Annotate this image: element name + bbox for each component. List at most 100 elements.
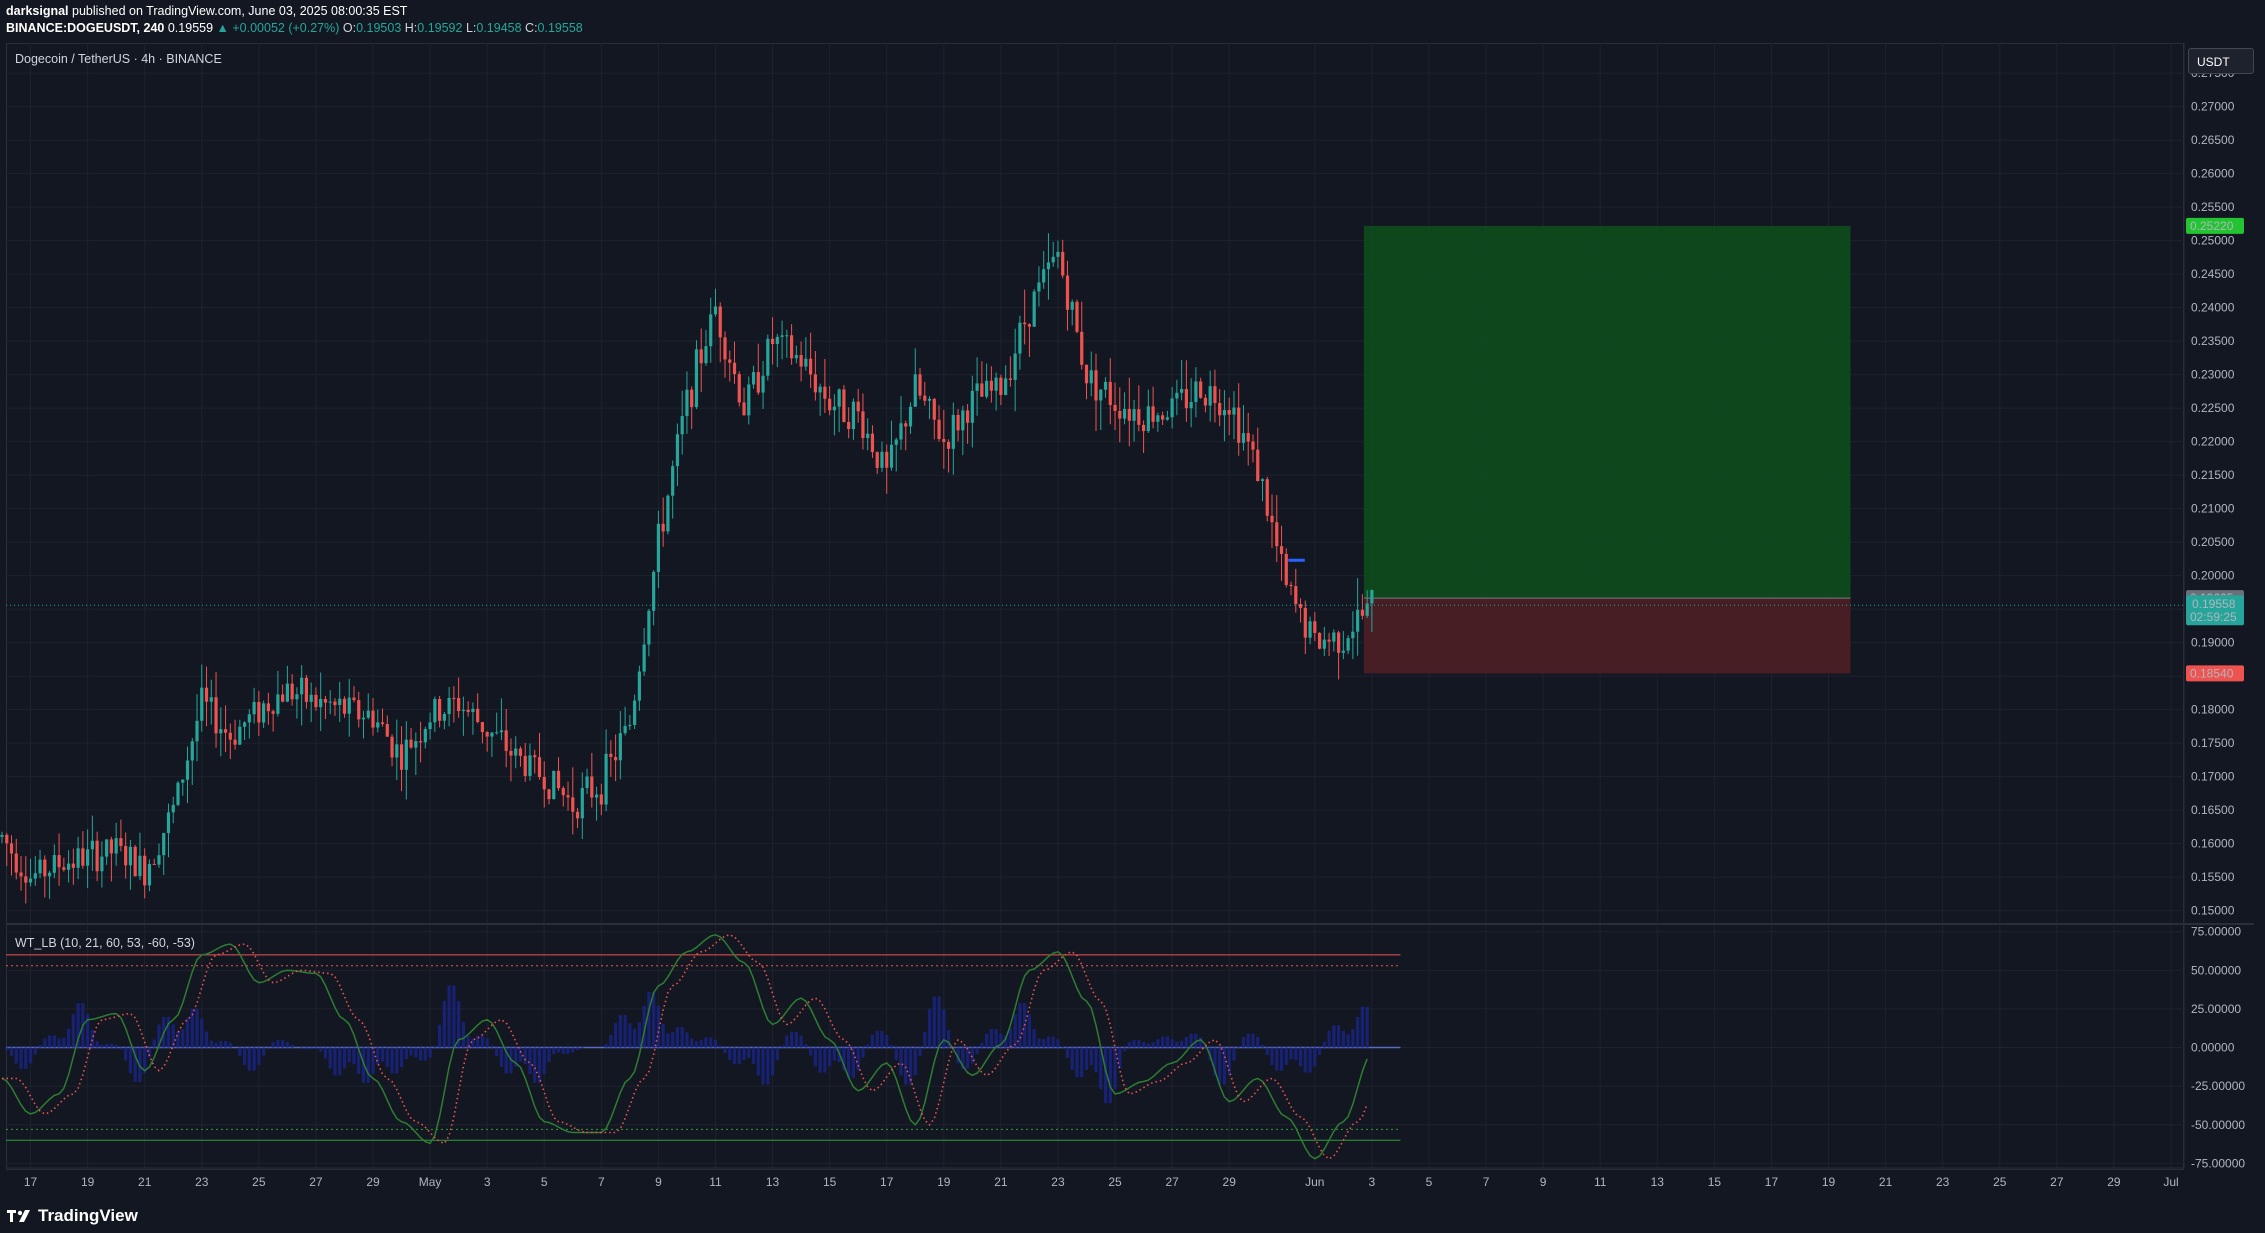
histogram-bar: [124, 1047, 128, 1061]
candle-body: [609, 753, 613, 758]
candle-body: [523, 755, 527, 776]
histogram-bar: [1118, 1047, 1122, 1069]
candle-body: [1118, 410, 1122, 419]
histogram-bar: [76, 1003, 80, 1048]
candle-body: [866, 433, 870, 439]
histogram-bar: [1199, 1037, 1203, 1048]
histogram-bar: [342, 1047, 347, 1069]
candle-body: [509, 750, 513, 756]
candle-body: [633, 700, 637, 725]
candle-body: [1265, 479, 1269, 516]
histogram-bar: [747, 1047, 751, 1059]
histogram-bar: [95, 1041, 99, 1048]
candle-body: [652, 571, 656, 611]
histogram-bar: [1018, 1003, 1022, 1048]
histogram-bar: [965, 1047, 970, 1069]
histogram-bar: [152, 1039, 156, 1048]
candle-body: [495, 732, 499, 734]
candle-body: [628, 724, 632, 727]
histogram-bar: [385, 1047, 389, 1068]
candle-body: [932, 398, 936, 420]
histogram-bar: [395, 1047, 399, 1074]
histogram-bar: [518, 1047, 523, 1062]
candle-body: [1061, 251, 1065, 276]
histogram-bar: [946, 1030, 951, 1048]
histogram-bar: [24, 1047, 28, 1069]
candle-body: [228, 732, 232, 740]
candle-body: [927, 398, 932, 401]
candle-body: [847, 421, 851, 430]
candle-body: [1137, 409, 1141, 425]
price-axis-label: 0.23000: [2191, 368, 2235, 382]
candle-body: [1070, 301, 1074, 310]
candle-body: [281, 694, 285, 702]
time-axis-label: 19: [937, 1175, 951, 1189]
histogram-bar: [1027, 1014, 1032, 1048]
histogram-bar: [1317, 1047, 1322, 1055]
candle-body: [266, 703, 270, 712]
histogram-bar: [271, 1041, 275, 1048]
candle-body: [785, 335, 789, 337]
histogram-bar: [1146, 1043, 1150, 1048]
histogram-bar: [1099, 1047, 1103, 1090]
histogram-bar: [961, 1047, 965, 1069]
candle-body: [195, 720, 199, 742]
histogram-bar: [547, 1047, 551, 1062]
histogram-bar: [433, 1045, 437, 1048]
candle-body: [404, 739, 408, 770]
candle-body: [1251, 441, 1255, 450]
candle-body: [1156, 415, 1160, 422]
time-axis-label: 3: [484, 1175, 491, 1189]
candle-body: [86, 849, 90, 866]
last-price: 0.19559: [167, 21, 214, 35]
candle-body: [466, 709, 470, 712]
histogram-bar: [19, 1047, 23, 1069]
target-price-badge-text: 0.25220: [2190, 219, 2234, 233]
candle-body: [105, 839, 109, 857]
indicator-title[interactable]: WT_LB (10, 21, 60, 53, -60, -53): [15, 936, 195, 950]
candle-body: [666, 495, 670, 532]
histogram-bar: [1156, 1039, 1160, 1048]
time-axis-label: 21: [1879, 1175, 1893, 1189]
candle-body: [970, 390, 974, 423]
publisher-name[interactable]: darksignal: [6, 4, 69, 18]
candle-body: [295, 694, 299, 700]
candle-body: [14, 853, 18, 873]
histogram-bar: [114, 1044, 118, 1048]
candle-body: [1227, 410, 1231, 415]
ohlc-line: BINANCE:DOGEUSDT, 240 0.19559 ▲ +0.00052…: [6, 21, 583, 35]
tradingview-footer[interactable]: TradingView: [6, 1204, 138, 1228]
histogram-bar: [480, 1035, 485, 1048]
histogram-bar: [323, 1047, 328, 1059]
candle-body: [856, 401, 860, 412]
histogram-bar: [561, 1047, 565, 1055]
histogram-bar: [43, 1038, 47, 1048]
histogram-bar: [247, 1047, 251, 1071]
candle-body: [875, 452, 879, 468]
histogram-bar: [1056, 1039, 1060, 1048]
candle-body: [585, 776, 589, 789]
currency-button[interactable]: USDT: [2188, 48, 2254, 74]
time-axis-label: 25: [1108, 1175, 1122, 1189]
candle-body: [81, 848, 85, 866]
histogram-bar: [813, 1047, 817, 1067]
candle-body: [1108, 381, 1112, 405]
candle-body: [285, 683, 289, 702]
candle-body: [1341, 650, 1345, 653]
candle-body: [252, 702, 256, 715]
candle-body: [185, 760, 190, 780]
candle-body: [1336, 632, 1341, 653]
candle-body: [276, 694, 280, 714]
time-axis-label: 7: [1483, 1175, 1490, 1189]
histogram-bar: [1237, 1046, 1241, 1048]
histogram-bar: [908, 1047, 913, 1085]
candle-body: [594, 794, 599, 798]
candle-body: [1075, 301, 1079, 332]
candle-body: [1180, 389, 1184, 393]
candle-body: [870, 433, 875, 453]
histogram-bar: [1260, 1044, 1265, 1048]
candle-body: [561, 788, 565, 796]
histogram-bar: [1203, 1046, 1208, 1048]
histogram-bar: [1270, 1047, 1274, 1065]
